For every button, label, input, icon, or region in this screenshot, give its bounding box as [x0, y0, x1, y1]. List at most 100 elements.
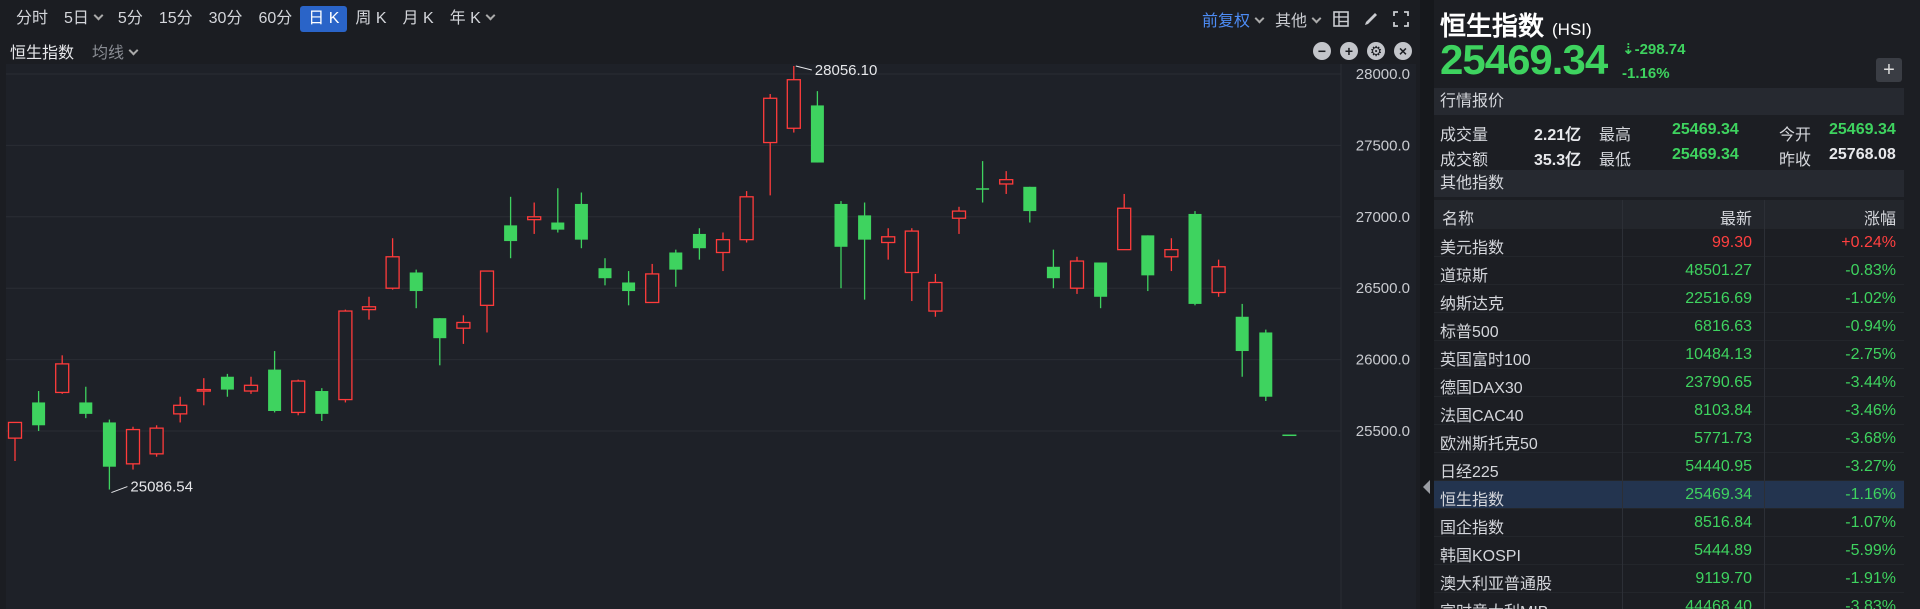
- timeframe-tab[interactable]: 周 K: [355, 10, 387, 27]
- panel-splitter[interactable]: [1420, 0, 1434, 609]
- ma-select[interactable]: 均线: [92, 39, 139, 63]
- timeframe-tab[interactable]: 分时: [16, 10, 49, 27]
- candle: [433, 318, 447, 339]
- table-row[interactable]: 日经225 54440.95 -3.27%: [1434, 452, 1904, 481]
- timeframe-tab[interactable]: 15分: [158, 10, 193, 27]
- index-name-cell: 欧洲斯托克50: [1440, 436, 1538, 453]
- fullscreen-icon[interactable]: [1392, 10, 1410, 28]
- chart-controls: − + ⚙ ×: [1313, 42, 1412, 60]
- index-name-cell: 恒生指数: [1440, 492, 1505, 509]
- high-label: 28056.10: [815, 64, 878, 79]
- index-change-cell: -1.16%: [1845, 486, 1896, 503]
- candle: [904, 230, 919, 274]
- index-name-cell: 澳大利亚普通股: [1440, 576, 1553, 593]
- candle: [858, 215, 872, 240]
- table-row[interactable]: 英国富时100 10484.13 -2.75%: [1434, 340, 1904, 369]
- index-last-cell: 54440.95: [1685, 458, 1752, 475]
- table-row[interactable]: 欧洲斯托克50 5771.73 -3.68%: [1434, 424, 1904, 453]
- table-row[interactable]: 澳大利亚普通股 9119.70 -1.91%: [1434, 564, 1904, 593]
- index-last-cell: 6816.63: [1694, 318, 1752, 335]
- index-last-cell: 9119.70: [1695, 570, 1752, 587]
- brush-icon[interactable]: [1362, 10, 1380, 28]
- index-change-cell: -1.07%: [1845, 514, 1896, 531]
- table-row[interactable]: 恒生指数 25469.34 -1.16%: [1434, 480, 1904, 509]
- table-row[interactable]: 国企指数 8516.84 -1.07%: [1434, 508, 1904, 537]
- candle: [173, 404, 188, 415]
- candle: [574, 203, 588, 240]
- volume-label: 成交量: [1440, 127, 1489, 144]
- table-row[interactable]: 美元指数 99.30 +0.24%: [1434, 228, 1904, 257]
- timeframe-tab[interactable]: 日 K: [300, 6, 348, 32]
- zoom-out-icon[interactable]: −: [1313, 42, 1331, 60]
- collapse-arrow-icon[interactable]: [1423, 480, 1430, 494]
- index-change-cell: -0.94%: [1845, 318, 1896, 335]
- table-row[interactable]: 富时意大利MIB 44468.40 -3.83%: [1434, 592, 1904, 609]
- index-last-cell: 23790.65: [1685, 374, 1752, 391]
- last-price: 25469.34: [1440, 36, 1608, 83]
- open-label: 今开: [1779, 127, 1812, 144]
- stats-row: 成交量 2.21亿 最高 25469.34 今开 25469.34: [1434, 118, 1904, 144]
- index-change-cell: -1.02%: [1845, 290, 1896, 307]
- timeframe-toolbar: 分时 5日 5分 15分 30分 60分日 K 周 K 月 K 年 K: [0, 0, 1420, 38]
- prev-close-label: 昨收: [1779, 152, 1812, 169]
- col-change-header[interactable]: 涨幅: [1863, 211, 1896, 228]
- index-name-cell: 美元指数: [1440, 240, 1505, 257]
- candle: [385, 256, 400, 289]
- candle: [504, 225, 518, 242]
- high-label: 最高: [1599, 127, 1632, 144]
- index-change-cell: -1.91%: [1845, 570, 1896, 587]
- candle: [149, 427, 164, 455]
- adjust-select[interactable]: 前复权: [1202, 7, 1265, 31]
- candle: [622, 282, 636, 292]
- high-value: 25469.34: [1672, 121, 1739, 138]
- table-row[interactable]: 德国DAX30 23790.65 -3.44%: [1434, 368, 1904, 397]
- index-last-cell: 99.30: [1711, 234, 1752, 251]
- candle: [739, 196, 754, 241]
- candle: [1023, 186, 1037, 212]
- table-row[interactable]: 纳斯达克 22516.69 -1.02%: [1434, 284, 1904, 313]
- candle: [361, 306, 377, 311]
- zoom-in-icon[interactable]: +: [1340, 42, 1358, 60]
- table-row[interactable]: 韩国KOSPI 5444.89 -5.99%: [1434, 536, 1904, 565]
- add-watchlist-button[interactable]: +: [1876, 58, 1902, 82]
- candle: [125, 428, 141, 465]
- other-select[interactable]: 其他: [1275, 7, 1322, 31]
- index-last-cell: 8516.84: [1694, 514, 1752, 531]
- y-tick-label: 28000.0: [1356, 66, 1410, 83]
- table-row[interactable]: 法国CAC40 8103.84 -3.46%: [1434, 396, 1904, 425]
- candle: [645, 273, 660, 304]
- candlestick-chart[interactable]: 28000.0 27500.0 27000.0 26500.0 26000.0 25500…: [6, 62, 1416, 609]
- candle: [243, 384, 259, 392]
- index-last-cell: 25469.34: [1685, 486, 1752, 503]
- col-last-header[interactable]: 最新: [1719, 211, 1752, 228]
- candle: [1117, 207, 1132, 251]
- timeframe-tab[interactable]: 30分: [208, 10, 243, 27]
- candle: [338, 310, 353, 401]
- timeframe-tab[interactable]: 年 K: [442, 6, 502, 32]
- timeframe-tab[interactable]: 月 K: [402, 10, 434, 27]
- prev-close-value: 25768.08: [1829, 146, 1896, 163]
- low-label: 最低: [1599, 152, 1632, 169]
- timeframe-tab[interactable]: 5日: [56, 6, 110, 32]
- gear-icon[interactable]: ⚙: [1367, 42, 1385, 60]
- volume-value: 2.21亿: [1534, 127, 1582, 144]
- percent-change: -1.16%: [1622, 65, 1670, 82]
- col-name-header[interactable]: 名称: [1442, 211, 1475, 228]
- index-last-cell: 48501.27: [1685, 262, 1752, 279]
- candle: [928, 281, 943, 312]
- close-icon[interactable]: ×: [1394, 42, 1412, 60]
- index-last-cell: 5444.89: [1694, 542, 1752, 559]
- candle: [834, 203, 848, 247]
- layout-grid-icon[interactable]: [1332, 10, 1350, 28]
- candle: [1141, 235, 1155, 276]
- market-stats: 成交量 2.21亿 最高 25469.34 今开 25469.34 成交额 35…: [1434, 118, 1904, 169]
- timeframe-tab[interactable]: 5分: [117, 10, 143, 27]
- stats-row: 成交额 35.3亿 最低 25469.34 昨收 25768.08: [1434, 143, 1904, 169]
- candle: [1164, 248, 1179, 258]
- index-change-cell: -3.44%: [1845, 374, 1896, 391]
- candle: [1188, 213, 1202, 304]
- timeframe-tab[interactable]: 60分: [258, 10, 293, 27]
- candle: [763, 97, 778, 144]
- table-row[interactable]: 标普500 6816.63 -0.94%: [1434, 312, 1904, 341]
- table-row[interactable]: 道琼斯 48501.27 -0.83%: [1434, 256, 1904, 285]
